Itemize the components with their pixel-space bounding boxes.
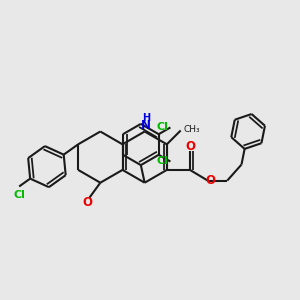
Text: H: H [142,113,150,123]
Text: Cl: Cl [157,122,169,132]
Text: O: O [185,140,195,153]
Text: Cl: Cl [157,156,169,166]
Text: N: N [141,119,151,132]
Text: CH₃: CH₃ [184,124,200,134]
Text: O: O [83,196,93,209]
Text: O: O [205,174,215,187]
Text: Cl: Cl [13,190,25,200]
